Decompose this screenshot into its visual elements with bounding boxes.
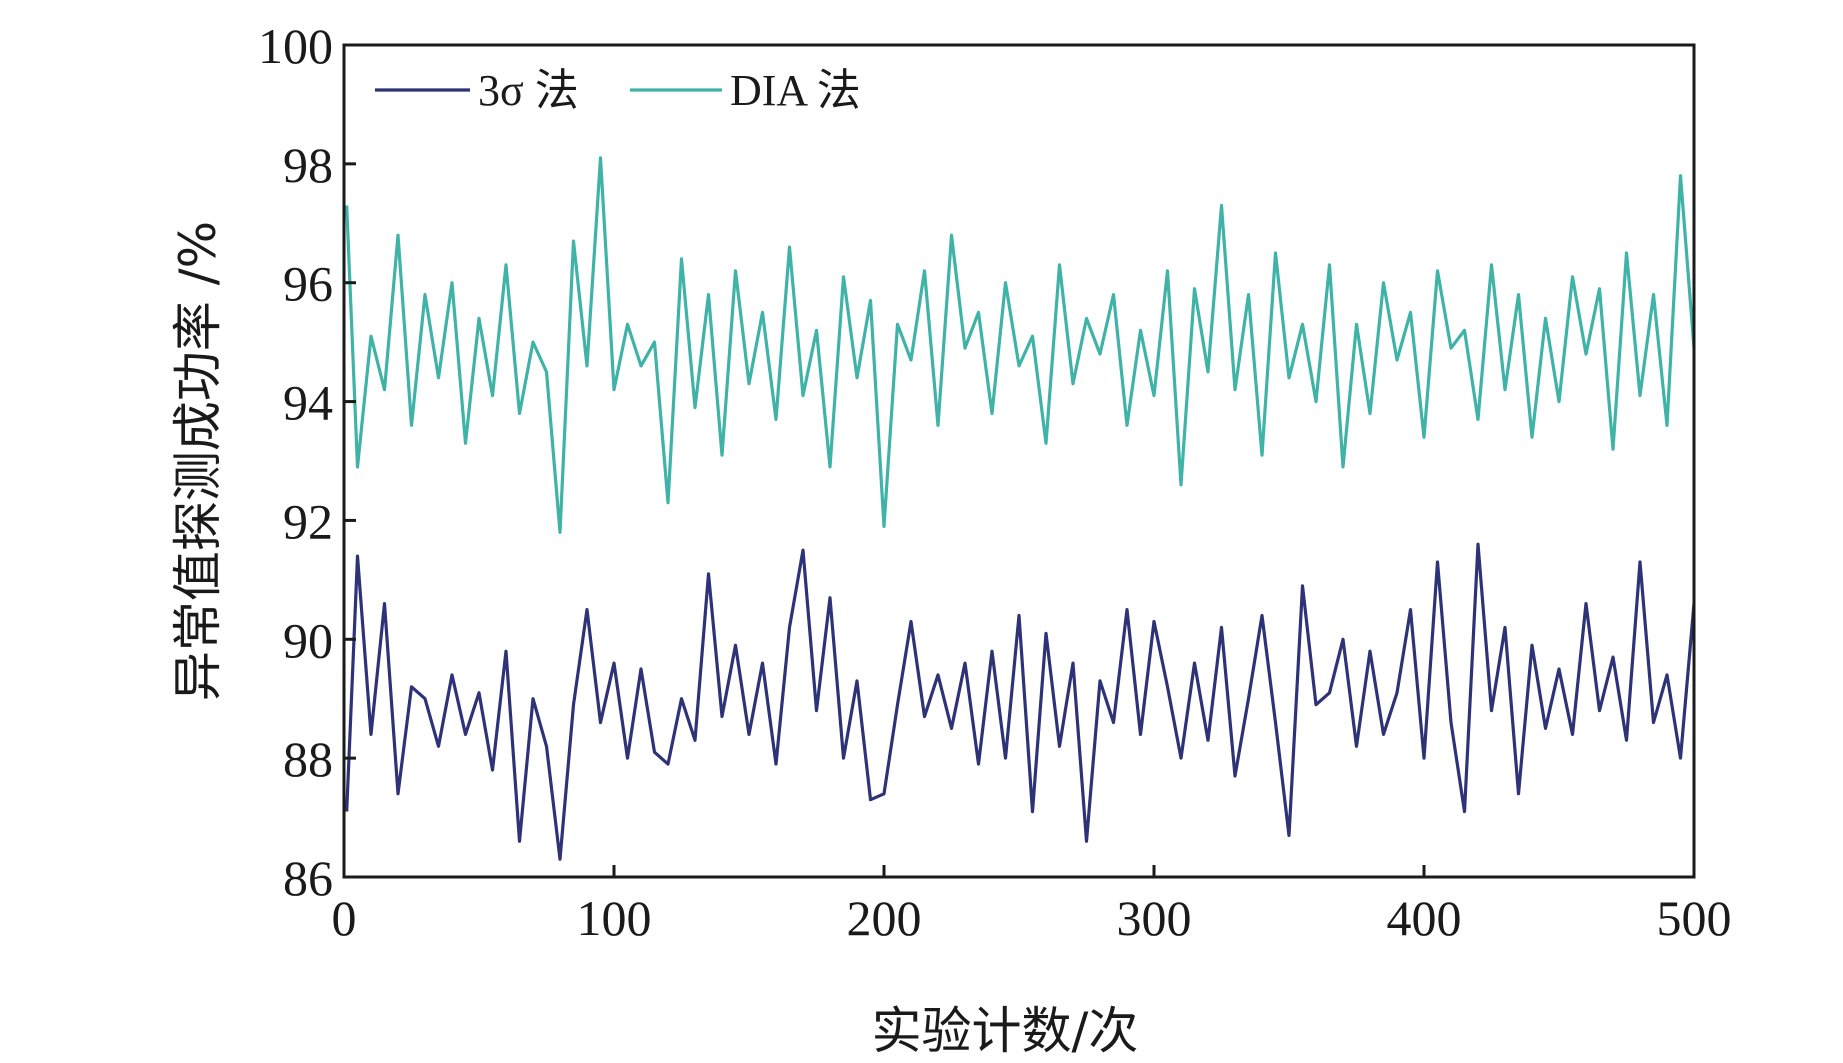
x-tick-label: 200 (847, 890, 922, 946)
x-tick-label: 0 (332, 890, 357, 946)
legend-label-1: DIA 法 (730, 66, 861, 115)
x-tick-label: 400 (1387, 890, 1462, 946)
series-line-1 (345, 156, 1696, 534)
ticks-layer: 0 100 200 300 400 500 86 88 90 92 94 96 98 100 (258, 18, 1732, 946)
y-tick-label: 94 (283, 375, 333, 431)
legend-label-0: 3σ 法 (478, 66, 579, 115)
x-axis-title: 实验计数/次 (872, 1002, 1139, 1060)
x-tick-label: 100 (577, 890, 652, 946)
series-line-0 (345, 542, 1696, 861)
y-tick-label: 90 (283, 612, 333, 668)
x-tick-label: 500 (1657, 890, 1732, 946)
y-axis-title: 异常值探测成功率 /% (169, 221, 227, 701)
y-tick-label: 92 (283, 493, 333, 549)
y-tick-label: 96 (283, 256, 333, 312)
legend: 3σ 法 DIA 法 (375, 66, 861, 115)
y-tick-label: 88 (283, 731, 333, 787)
y-tick-label: 100 (258, 18, 333, 74)
x-tick-label: 300 (1117, 890, 1192, 946)
plot-frame (342, 43, 1696, 879)
y-tick-label: 98 (283, 137, 333, 193)
series-layer (345, 156, 1696, 861)
y-tick-label: 86 (283, 850, 333, 906)
